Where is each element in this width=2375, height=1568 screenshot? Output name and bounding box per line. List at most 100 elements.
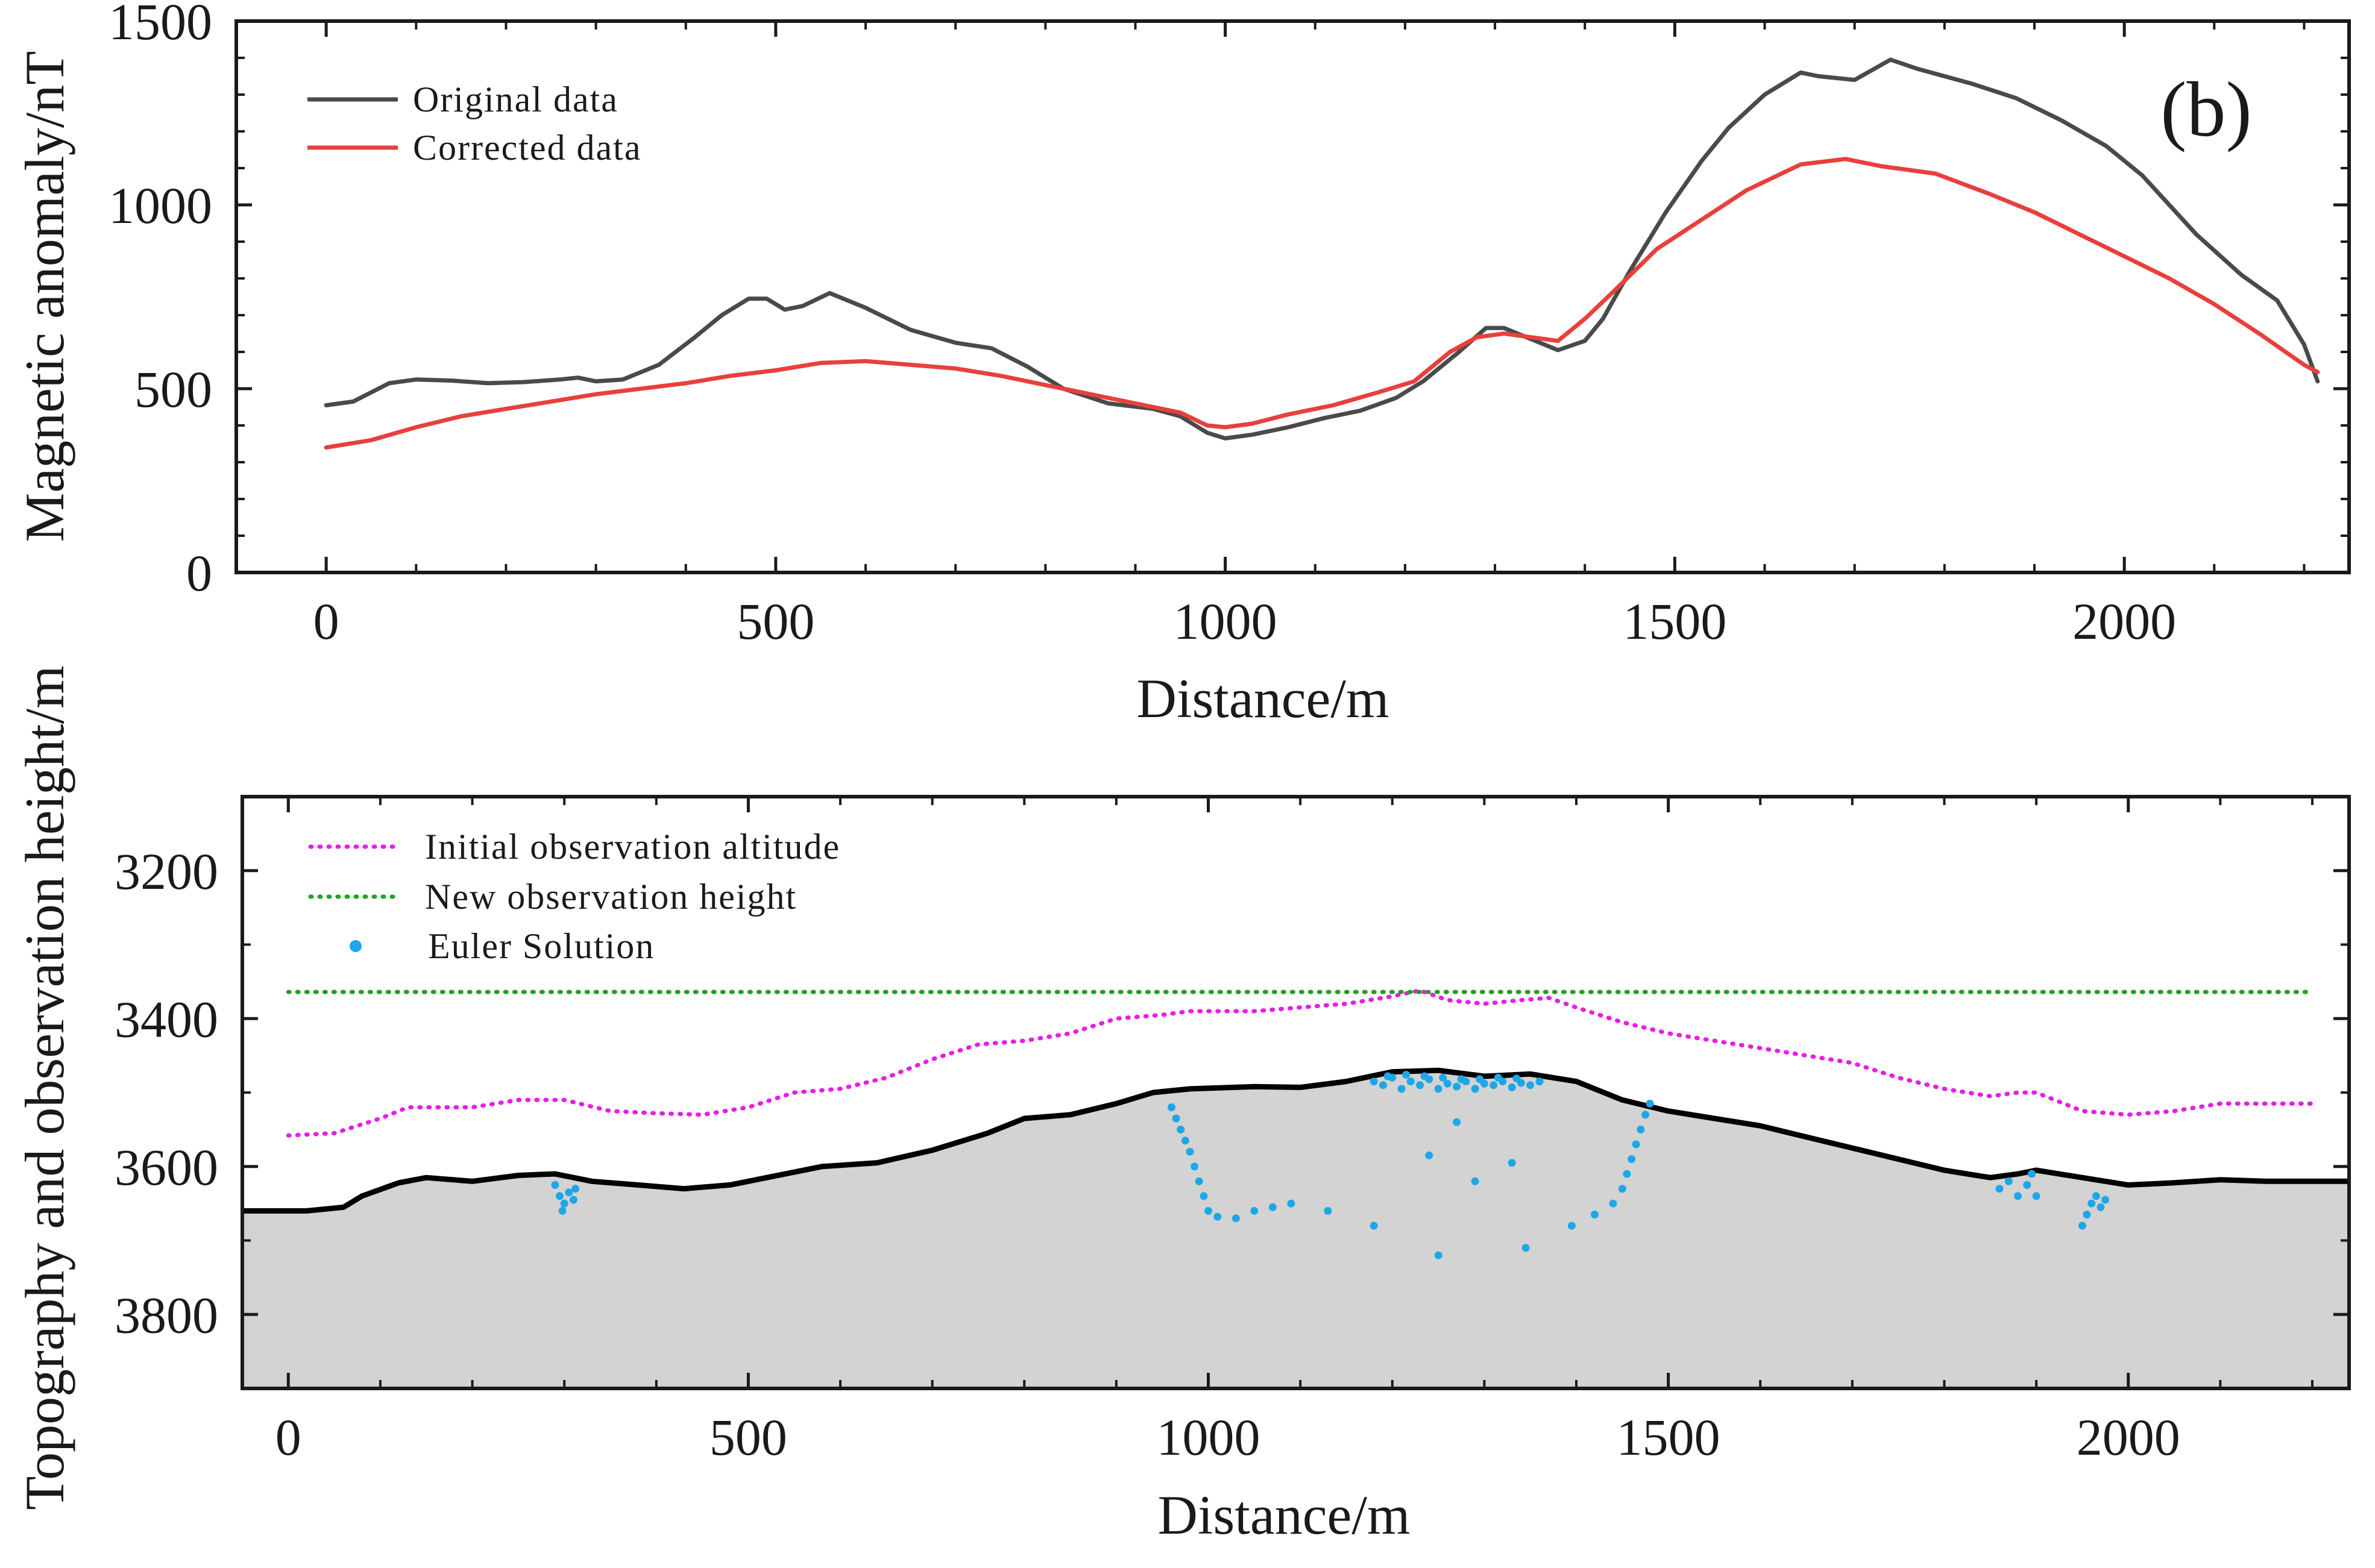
euler-solution-point	[1453, 1082, 1461, 1091]
euler-solution-point	[1443, 1079, 1452, 1088]
euler-solution-point	[1425, 1151, 1433, 1159]
euler-solution-point	[2032, 1192, 2040, 1200]
chart1-frame	[234, 19, 2351, 574]
chart1-ytick-label: 500	[134, 360, 212, 418]
euler-solution-point	[1609, 1199, 1617, 1208]
euler-solution-point	[1512, 1074, 1521, 1083]
euler-solution-point	[1204, 1206, 1212, 1215]
euler-solution-point	[1646, 1099, 1654, 1108]
euler-solution-point	[571, 1185, 579, 1193]
euler-solution-point	[1191, 1162, 1199, 1171]
legend-label-euler-solution: Euler Solution	[428, 926, 655, 966]
euler-solution-point	[1526, 1081, 1535, 1090]
chart2-ytick-label: 3200	[115, 842, 218, 900]
euler-solution-point	[1476, 1075, 1484, 1083]
topography-chart: 0 500 1000 1500 2000 3200 3400 3600 3800 Topogra…	[14, 665, 2351, 1546]
chart2-ytick-label: 3400	[115, 990, 218, 1048]
euler-solution-point	[1618, 1185, 1626, 1193]
euler-solution-point	[1402, 1071, 1411, 1079]
chart1-series-group	[324, 57, 2320, 450]
euler-solution-point	[1494, 1073, 1502, 1082]
legend-label-new-observation-height: New observation height	[425, 877, 797, 917]
chart1-ytick-label: 1000	[109, 177, 212, 234]
euler-solution-point	[1434, 1085, 1442, 1093]
euler-solution-point	[1186, 1147, 1194, 1156]
euler-solution-point	[1200, 1192, 1208, 1200]
euler-solution-point	[1471, 1177, 1479, 1185]
series-line-initial-observation-altitude	[286, 988, 2315, 1138]
chart2-ylabel: Topography and observation height/m	[14, 665, 75, 1510]
chart1-ylabel: Magnetic anomaly/nT	[14, 51, 75, 542]
euler-solution-point	[1420, 1072, 1429, 1080]
euler-solution-point	[1287, 1199, 1295, 1208]
chart1-xtick-label: 1000	[1174, 592, 1277, 650]
euler-solution-point	[1397, 1085, 1406, 1093]
euler-solution-point	[2023, 1181, 2031, 1189]
euler-solution-point	[1439, 1073, 1447, 1082]
euler-solution-point	[1471, 1085, 1479, 1093]
euler-solution-point	[1324, 1206, 1332, 1215]
chart2-xtick-label: 500	[709, 1408, 787, 1466]
chart2-series-group	[242, 988, 2349, 1259]
euler-solution-point	[1268, 1203, 1277, 1211]
chart1-xtick-label: 0	[313, 592, 339, 650]
legend-label-original-data: Original data	[413, 80, 618, 119]
chart2-ytick-label: 3800	[115, 1286, 218, 1344]
chart1-xtick-label: 500	[737, 592, 814, 650]
magnetic-anomaly-chart: 0 500 1000 1500 2000 0 500 1000 1500 Magnetic an…	[14, 0, 2351, 729]
euler-solution-point	[1181, 1137, 1189, 1145]
chart2-ytick-label: 3600	[115, 1138, 218, 1196]
chart2-ticks: 0 500 1000 1500 2000 3200 3400 3600 3800	[115, 795, 2349, 1466]
euler-solution-point	[1637, 1125, 1645, 1134]
series-line-topography	[242, 1067, 2349, 1214]
euler-solution-point	[1521, 1244, 1530, 1252]
euler-solution-point	[1453, 1118, 1461, 1126]
chart1-xtick-label: 1500	[1623, 592, 1726, 650]
euler-solution-point	[2028, 1170, 2036, 1178]
euler-solution-point	[1535, 1077, 1544, 1086]
euler-solution-point	[558, 1206, 567, 1215]
euler-solution-point	[2087, 1199, 2096, 1208]
euler-solution-point	[2101, 1196, 2110, 1204]
chart1-ticks: 0 500 1000 1500 2000 0 500 1000 1500	[109, 0, 2349, 650]
euler-solution-point	[2078, 1221, 2086, 1230]
chart2-xtick-label: 0	[275, 1408, 301, 1466]
chart1-xtick-label: 2000	[2072, 592, 2176, 650]
euler-solution-point	[1489, 1081, 1498, 1090]
legend-marker-euler-solution	[350, 940, 362, 952]
chart2-xtick-label: 1500	[1617, 1408, 1720, 1466]
euler-solution-point	[1383, 1072, 1392, 1080]
euler-solution-point	[1591, 1211, 1599, 1218]
euler-solution-point	[1632, 1140, 1640, 1149]
euler-solution-point	[551, 1181, 559, 1189]
euler-solution-point	[2083, 1211, 2091, 1218]
legend-label-corrected-data: Corrected data	[413, 128, 641, 168]
euler-solution-point	[1434, 1251, 1442, 1259]
chart1-ytick-label: 0	[186, 544, 212, 602]
euler-solution-point	[1172, 1114, 1180, 1123]
euler-solution-point	[1232, 1214, 1240, 1223]
euler-solution-point	[565, 1188, 573, 1197]
series-line-corrected-data	[324, 157, 2320, 450]
euler-solution-point	[1623, 1170, 1631, 1178]
euler-solution-point	[1195, 1177, 1203, 1185]
panel-label: (b)	[2160, 66, 2252, 153]
euler-solution-point	[569, 1196, 577, 1204]
euler-solution-point	[1406, 1077, 1415, 1086]
legend-label-initial-observation-altitude: Initial observation altitude	[425, 827, 840, 867]
chart1-legend: Original data Corrected data	[307, 80, 641, 168]
chart2-fill-group	[242, 1070, 2349, 1388]
euler-solution-point	[2092, 1192, 2100, 1200]
euler-solution-point	[2014, 1192, 2022, 1200]
euler-solution-point	[1641, 1111, 1649, 1119]
euler-solution-point	[1370, 1221, 1378, 1230]
euler-solution-point	[1628, 1155, 1636, 1163]
series-line-original-data	[324, 57, 2320, 441]
euler-solution-point	[556, 1192, 564, 1200]
euler-solution-point	[1250, 1206, 1259, 1215]
euler-solution-point	[2097, 1203, 2105, 1211]
euler-solution-point	[560, 1199, 568, 1208]
euler-solution-point	[1567, 1221, 1576, 1230]
chart2-xtick-label: 2000	[2077, 1408, 2180, 1466]
